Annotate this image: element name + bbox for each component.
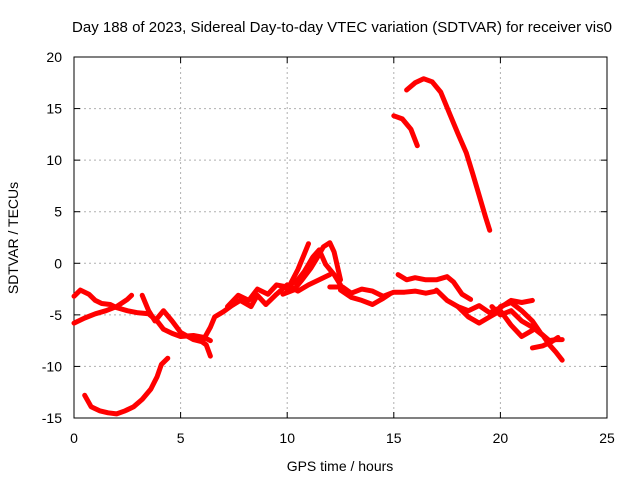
x-tick-label: 20 <box>493 430 509 446</box>
series-line-s12 <box>404 76 493 233</box>
y-tick-label: -15 <box>42 410 62 426</box>
y-tick-label: 10 <box>46 152 62 168</box>
y-tick-label: -5 <box>50 307 63 323</box>
x-tick-label: 0 <box>70 430 78 446</box>
series-line-s8 <box>284 241 311 293</box>
x-tick-label: 10 <box>279 430 295 446</box>
series-line-s18 <box>529 335 561 351</box>
series-line-s13 <box>395 272 474 302</box>
series-layer <box>71 76 565 417</box>
series-line-s11 <box>391 113 420 149</box>
y-tick-label: -10 <box>42 358 62 374</box>
y-tick-label: 15 <box>46 101 62 117</box>
y-axis-title: SDTVAR / TECUs <box>5 182 21 294</box>
series-line-s2 <box>71 292 135 326</box>
gridlines <box>74 57 607 418</box>
x-tick-label: 25 <box>599 430 615 446</box>
series-line-s10 <box>338 287 392 307</box>
chart-title: Day 188 of 2023, Sidereal Day-to-day VTE… <box>72 19 612 36</box>
x-axis-title: GPS time / hours <box>287 458 394 474</box>
series-line-s4 <box>139 292 213 359</box>
series-line-s3 <box>82 355 171 417</box>
x-tick-label: 15 <box>386 430 402 446</box>
series-line-s14 <box>433 287 535 316</box>
y-tick-label: 5 <box>54 204 62 220</box>
series-line-s7 <box>280 240 343 297</box>
plot-frame <box>73 56 608 419</box>
series-line-s5 <box>201 272 333 342</box>
axis-ticks: 0 5 10 15 20 25 -15 -10 -5 0 5 10 15 20 <box>42 49 615 446</box>
series-line-s16 <box>489 304 565 363</box>
y-tick-label: 20 <box>46 49 62 65</box>
x-tick-label: 5 <box>177 430 185 446</box>
series-line-s15 <box>455 304 535 339</box>
y-tick-label: 0 <box>54 255 62 271</box>
